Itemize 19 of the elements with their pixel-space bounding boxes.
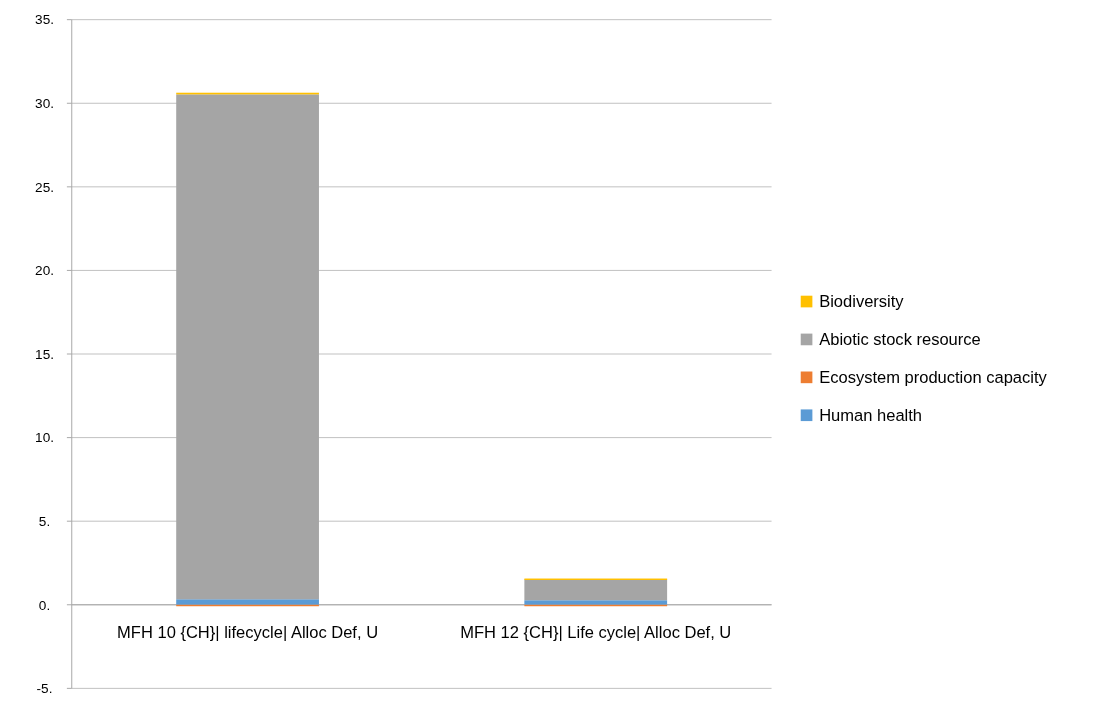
bar	[176, 599, 319, 605]
y-tick-label: 30.	[35, 96, 54, 112]
bar	[524, 579, 668, 601]
legend-label: Human health	[819, 406, 923, 426]
x-tick-label: MFH 12 {CH}| Life cycle| Alloc Def, U	[460, 622, 732, 642]
y-tick-label: 35.	[35, 12, 54, 28]
bar	[176, 94, 319, 600]
y-tick-label: 20.	[35, 263, 54, 279]
y-tick-label: 25.	[35, 179, 54, 195]
legend-label: Ecosystem production capacity	[819, 368, 1048, 388]
x-tick-label: MFH 10 {CH}| lifecycle| Alloc Def, U	[117, 622, 379, 642]
y-tick-label: 5.	[38, 513, 51, 529]
legend-label: Abiotic stock resource	[819, 330, 981, 350]
legend-label: Biodiversity	[819, 292, 905, 312]
y-tick-label: 0.	[38, 597, 51, 613]
y-tick-label: -5.	[36, 681, 53, 697]
y-tick-label: 15.	[35, 346, 54, 362]
y-tick-label: 10.	[35, 430, 54, 446]
bar	[524, 600, 668, 605]
